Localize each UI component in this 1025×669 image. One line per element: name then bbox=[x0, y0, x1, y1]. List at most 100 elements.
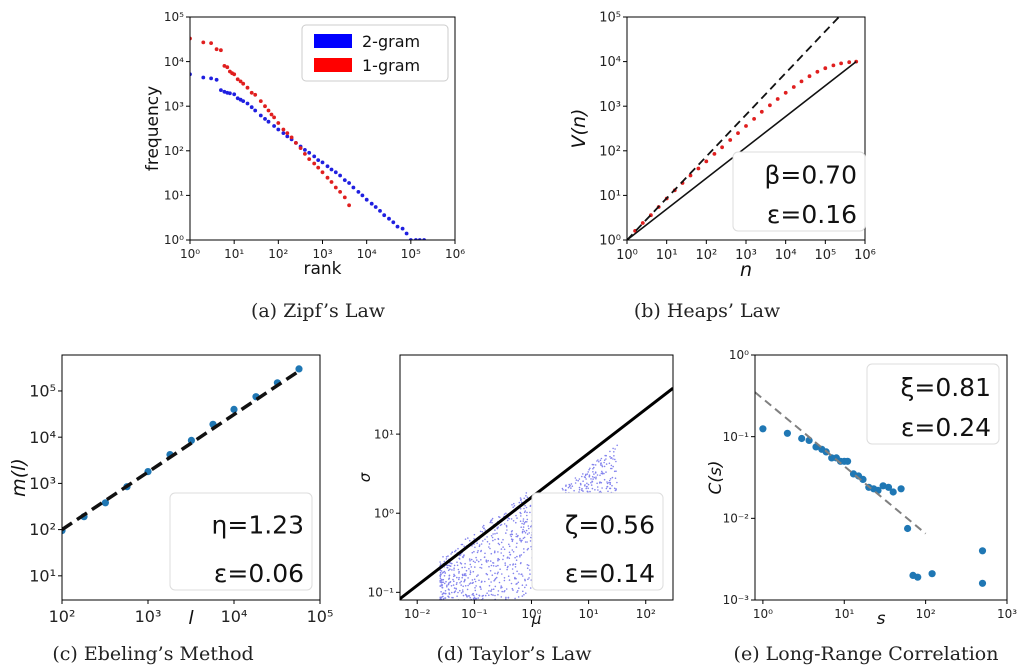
panel-d-cloud-point bbox=[465, 574, 467, 577]
panel-d-cloud-point bbox=[463, 574, 466, 577]
panel-d-cloud-point bbox=[450, 553, 452, 555]
panel-d-cloud-point bbox=[486, 604, 488, 606]
panel-a-point bbox=[325, 164, 330, 169]
panel-d-cloud-point bbox=[522, 590, 524, 593]
panel-d-cloud-point bbox=[500, 585, 503, 587]
panel-d-cloud-point bbox=[442, 581, 445, 584]
panel-d-cloud-point bbox=[505, 596, 507, 599]
panel-d-cloud-point bbox=[499, 516, 501, 519]
panel-a-group bbox=[186, 16, 456, 244]
panel-d-cloud-point bbox=[612, 458, 614, 460]
panel-d-cloud-point bbox=[614, 458, 616, 461]
panel-d-cloud-point bbox=[529, 511, 531, 514]
panel-d-cloud-point bbox=[446, 585, 448, 588]
panel-d-cloud-point bbox=[510, 535, 512, 538]
panel-d-cloud-point bbox=[522, 520, 525, 522]
panel-d-cloud-point bbox=[490, 593, 493, 596]
panel-e-xtick-label: 10² bbox=[916, 607, 936, 621]
panel-d-cloud-point bbox=[511, 539, 514, 541]
panel-d-cloud-point bbox=[439, 561, 441, 563]
panel-c-xtick-label: 10² bbox=[49, 607, 76, 626]
panel-d-cloud-point bbox=[591, 463, 594, 466]
panel-d-cloud-point bbox=[508, 557, 511, 559]
panel-d-cloud-point bbox=[447, 555, 449, 557]
panel-b-point bbox=[791, 85, 796, 89]
panel-d-cloud-point bbox=[441, 624, 443, 626]
panel-d-cloud-point bbox=[476, 551, 479, 554]
panel-b-ytick-label: 10¹ bbox=[599, 189, 621, 204]
panel-d-cloud-point bbox=[453, 574, 456, 577]
panel-d-cloud-point bbox=[520, 499, 522, 502]
panel-a-point bbox=[325, 175, 330, 180]
panel-d-cloud-point bbox=[440, 637, 442, 639]
panel-d-cloud-point bbox=[488, 584, 491, 587]
panel-a-point bbox=[285, 131, 290, 136]
panel-d-cloud-point bbox=[470, 566, 473, 568]
panel-d-cloud-point bbox=[483, 625, 485, 627]
panel-d-cloud-point bbox=[515, 533, 518, 535]
panel-d-cloud-point bbox=[499, 613, 501, 615]
panel-a-point bbox=[347, 181, 351, 185]
panel-d-cloud-point bbox=[520, 540, 522, 543]
panel-d-cloud-point bbox=[499, 568, 501, 570]
panel-d-cloud-point bbox=[449, 568, 451, 570]
panel-d-cloud-point bbox=[439, 630, 441, 632]
panel-a-point bbox=[347, 203, 351, 208]
panel-d-cloud-point bbox=[480, 559, 482, 561]
panel-d-cloud-point bbox=[444, 619, 446, 621]
panel-c-caption: (c) Ebeling’s Method bbox=[52, 643, 253, 665]
panel-d-cloud-point bbox=[479, 566, 481, 569]
panel-d-cloud-point bbox=[489, 521, 492, 524]
panel-d-cloud-point bbox=[451, 551, 453, 554]
panel-d-cloud-point bbox=[472, 560, 475, 563]
panel-d-cloud-point bbox=[474, 626, 476, 628]
panel-e-group bbox=[751, 354, 1008, 604]
panel-a-point bbox=[307, 157, 312, 162]
panel-d-cloud-point bbox=[453, 629, 455, 631]
panel-d-cloud-point bbox=[523, 530, 526, 533]
panel-d-cloud-point bbox=[449, 610, 451, 612]
panel-a-point bbox=[263, 104, 267, 109]
panel-d-cloud-point bbox=[562, 489, 564, 491]
panel-d-cloud-point bbox=[496, 615, 498, 617]
panel-d-cloud-point bbox=[472, 597, 475, 600]
panel-d-cloud-point bbox=[610, 467, 612, 470]
panel-d-cloud-point bbox=[524, 541, 527, 543]
panel-d-cloud-point bbox=[508, 579, 511, 581]
panel-d-cloud-point bbox=[444, 625, 446, 627]
panel-d-cloud-point bbox=[440, 639, 442, 641]
panel-d-cloud-point bbox=[471, 626, 473, 628]
panel-d-cloud-point bbox=[489, 570, 492, 572]
panel-d-cloud-point bbox=[485, 621, 487, 623]
panel-d-cloud-point bbox=[587, 487, 589, 490]
panel-a-point bbox=[285, 134, 290, 139]
panel-d-cloud-point bbox=[453, 613, 455, 615]
panel-d-cloud-point bbox=[442, 636, 444, 638]
panel-d-cloud-point bbox=[450, 633, 452, 635]
panel-d-cloud-point bbox=[591, 480, 593, 483]
panel-d-cloud-point bbox=[583, 476, 586, 478]
panel-d-cloud-point bbox=[447, 612, 449, 614]
panel-d-cloud-point bbox=[500, 541, 503, 544]
panel-a-point bbox=[312, 154, 317, 159]
panel-d-cloud-point bbox=[448, 638, 450, 640]
panel-d-cloud-point bbox=[582, 473, 584, 475]
panel-d-ytick-label: 10⁰ bbox=[374, 506, 394, 520]
panel-d-cloud-point bbox=[477, 560, 480, 563]
panel-d-cloud-point bbox=[452, 637, 454, 639]
panel-d-cloud-point bbox=[586, 482, 588, 485]
panel-d-cloud-point bbox=[456, 564, 459, 567]
panel-d-cloud-point bbox=[500, 548, 503, 550]
panel-d-cloud-point bbox=[440, 617, 442, 619]
panel-d-cloud-point bbox=[482, 540, 484, 542]
panel-d-cloud-point bbox=[472, 570, 475, 573]
panel-d-cloud-point bbox=[520, 526, 522, 528]
panel-d-cloud-point bbox=[473, 550, 475, 553]
panel-d-cloud-point bbox=[525, 584, 528, 586]
panel-d-cloud-point bbox=[491, 521, 493, 524]
panel-d-cloud-point bbox=[521, 573, 523, 575]
panel-d-cloud-point bbox=[524, 586, 526, 589]
panel-d-cloud-point bbox=[451, 628, 453, 630]
panel-d-cloud-point bbox=[497, 542, 500, 545]
panel-d-cloud-point bbox=[467, 635, 469, 637]
